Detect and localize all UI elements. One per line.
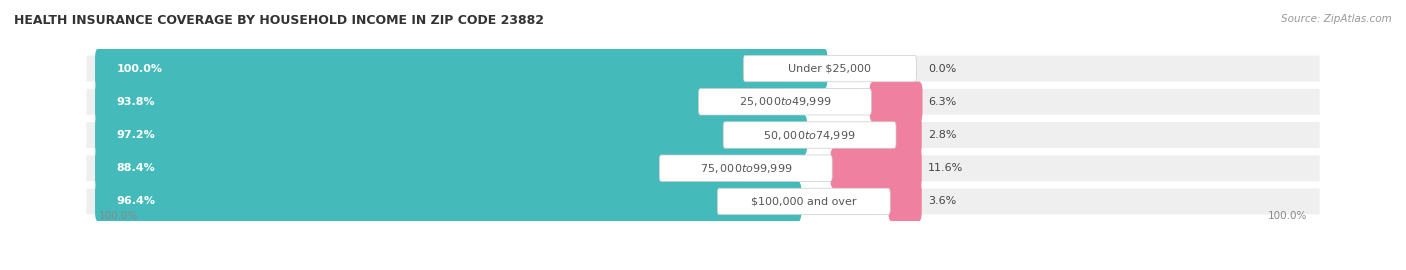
- FancyBboxPatch shape: [96, 181, 801, 222]
- Text: 100.0%: 100.0%: [1268, 211, 1308, 221]
- Text: 100.0%: 100.0%: [117, 63, 163, 73]
- Text: 0.0%: 0.0%: [928, 63, 956, 73]
- Text: 96.4%: 96.4%: [117, 197, 156, 207]
- Text: 88.4%: 88.4%: [117, 163, 156, 173]
- FancyBboxPatch shape: [96, 115, 807, 155]
- Text: 11.6%: 11.6%: [928, 163, 963, 173]
- FancyBboxPatch shape: [889, 181, 922, 222]
- Text: Under $25,000: Under $25,000: [789, 63, 872, 73]
- FancyBboxPatch shape: [659, 155, 832, 181]
- FancyBboxPatch shape: [96, 82, 783, 122]
- Text: $100,000 and over: $100,000 and over: [751, 197, 856, 207]
- FancyBboxPatch shape: [86, 122, 1320, 148]
- FancyBboxPatch shape: [744, 55, 917, 82]
- FancyBboxPatch shape: [894, 115, 922, 155]
- Text: $25,000 to $49,999: $25,000 to $49,999: [738, 95, 831, 108]
- Text: Source: ZipAtlas.com: Source: ZipAtlas.com: [1281, 14, 1392, 23]
- FancyBboxPatch shape: [86, 89, 1320, 115]
- FancyBboxPatch shape: [717, 188, 890, 215]
- Text: 2.8%: 2.8%: [928, 130, 956, 140]
- FancyBboxPatch shape: [699, 89, 872, 115]
- Text: 6.3%: 6.3%: [928, 97, 957, 107]
- Text: 93.8%: 93.8%: [117, 97, 156, 107]
- FancyBboxPatch shape: [831, 148, 922, 188]
- FancyBboxPatch shape: [723, 122, 896, 148]
- FancyBboxPatch shape: [96, 148, 744, 188]
- FancyBboxPatch shape: [86, 188, 1320, 214]
- FancyBboxPatch shape: [86, 155, 1320, 181]
- Text: 100.0%: 100.0%: [98, 211, 138, 221]
- Text: $75,000 to $99,999: $75,000 to $99,999: [700, 162, 792, 175]
- FancyBboxPatch shape: [86, 56, 1320, 82]
- Text: HEALTH INSURANCE COVERAGE BY HOUSEHOLD INCOME IN ZIP CODE 23882: HEALTH INSURANCE COVERAGE BY HOUSEHOLD I…: [14, 14, 544, 26]
- Text: $50,000 to $74,999: $50,000 to $74,999: [763, 129, 856, 141]
- Text: 97.2%: 97.2%: [117, 130, 156, 140]
- FancyBboxPatch shape: [869, 82, 922, 122]
- FancyBboxPatch shape: [96, 48, 828, 89]
- Text: 3.6%: 3.6%: [928, 197, 956, 207]
